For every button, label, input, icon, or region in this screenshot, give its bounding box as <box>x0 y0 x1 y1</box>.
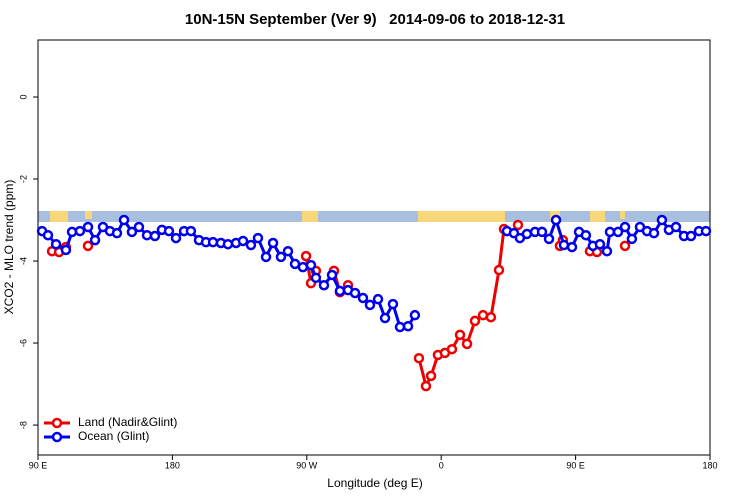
y-tick-label: 0 <box>18 94 28 99</box>
map-strip <box>38 211 710 222</box>
data-point <box>82 221 94 233</box>
x-tick-label: 90 E <box>566 460 585 470</box>
data-point <box>425 370 437 382</box>
legend-marker <box>51 417 63 429</box>
data-point <box>469 315 481 327</box>
data-point <box>126 226 138 238</box>
data-point <box>245 239 257 251</box>
data-point <box>282 245 294 257</box>
data-point <box>222 238 234 250</box>
data-point <box>42 229 54 241</box>
data-point <box>163 225 175 237</box>
data-point <box>82 240 94 252</box>
data-point <box>566 241 578 253</box>
data-point <box>580 229 592 241</box>
y-tick-label: -4 <box>18 257 28 265</box>
data-point <box>349 287 361 299</box>
legend-label: Ocean (Glint) <box>78 429 149 443</box>
data-point <box>558 239 570 251</box>
data-point <box>670 221 682 233</box>
data-point <box>267 237 279 249</box>
data-point <box>185 225 197 237</box>
data-point <box>275 251 287 263</box>
data-point <box>685 230 697 242</box>
data-point <box>300 250 312 262</box>
data-point <box>601 245 613 257</box>
data-point <box>619 240 631 252</box>
y-axis-label: XCO2 - MLO trend (ppm) <box>2 180 16 315</box>
series-line <box>52 229 625 386</box>
y-tick-label: -2 <box>18 175 28 183</box>
data-point <box>372 293 384 305</box>
data-point <box>364 299 376 311</box>
data-point <box>700 225 712 237</box>
data-point <box>149 230 161 242</box>
data-point <box>50 238 62 250</box>
data-point <box>420 380 432 392</box>
series-line <box>41 215 706 329</box>
data-point <box>512 219 524 231</box>
data-point <box>297 261 309 273</box>
x-tick-label: 0 <box>439 460 444 470</box>
data-point <box>413 352 425 364</box>
data-point <box>550 214 562 226</box>
data-point <box>454 329 466 341</box>
data-point <box>493 264 505 276</box>
data-point <box>648 227 660 239</box>
legend-label: Land (Nadir&Glint) <box>78 415 177 429</box>
data-point <box>237 235 249 247</box>
data-point <box>60 244 72 256</box>
x-tick-label: 90 E <box>29 460 48 470</box>
data-point <box>74 225 86 237</box>
chart-title: 10N-15N September (Ver 9) 2014-09-06 to … <box>185 11 565 28</box>
data-point <box>446 343 458 355</box>
data-point <box>170 232 182 244</box>
data-point <box>118 214 130 226</box>
data-point <box>252 232 264 244</box>
data-point <box>626 233 638 245</box>
data-point <box>326 269 338 281</box>
x-tick-label: 180 <box>165 460 180 470</box>
data-point <box>305 259 317 271</box>
data-point <box>543 233 555 245</box>
data-point <box>485 311 497 323</box>
data-point <box>594 238 606 250</box>
data-point <box>521 228 533 240</box>
data-point <box>260 251 272 263</box>
y-tick-label: -8 <box>18 421 28 429</box>
x-tick-label: 180 <box>702 460 717 470</box>
data-point <box>604 226 616 238</box>
data-point <box>111 227 123 239</box>
data-point <box>133 221 145 233</box>
data-point <box>387 298 399 310</box>
data-point <box>612 226 624 238</box>
legend-marker <box>51 431 63 443</box>
x-tick-label: 90 W <box>296 460 318 470</box>
data-point <box>409 309 421 321</box>
data-point <box>619 221 631 233</box>
data-point <box>357 292 369 304</box>
data-point <box>536 226 548 238</box>
data-point <box>379 312 391 324</box>
data-point <box>334 285 346 297</box>
data-point <box>394 321 406 333</box>
data-point <box>318 279 330 291</box>
x-axis-label: Longitude (deg E) <box>327 476 422 490</box>
data-point <box>461 338 473 350</box>
data-point <box>89 234 101 246</box>
data-point <box>402 320 414 332</box>
data-point <box>310 272 322 284</box>
y-tick-label: -6 <box>18 339 28 347</box>
plot-frame <box>37 39 711 456</box>
data-point <box>656 214 668 226</box>
